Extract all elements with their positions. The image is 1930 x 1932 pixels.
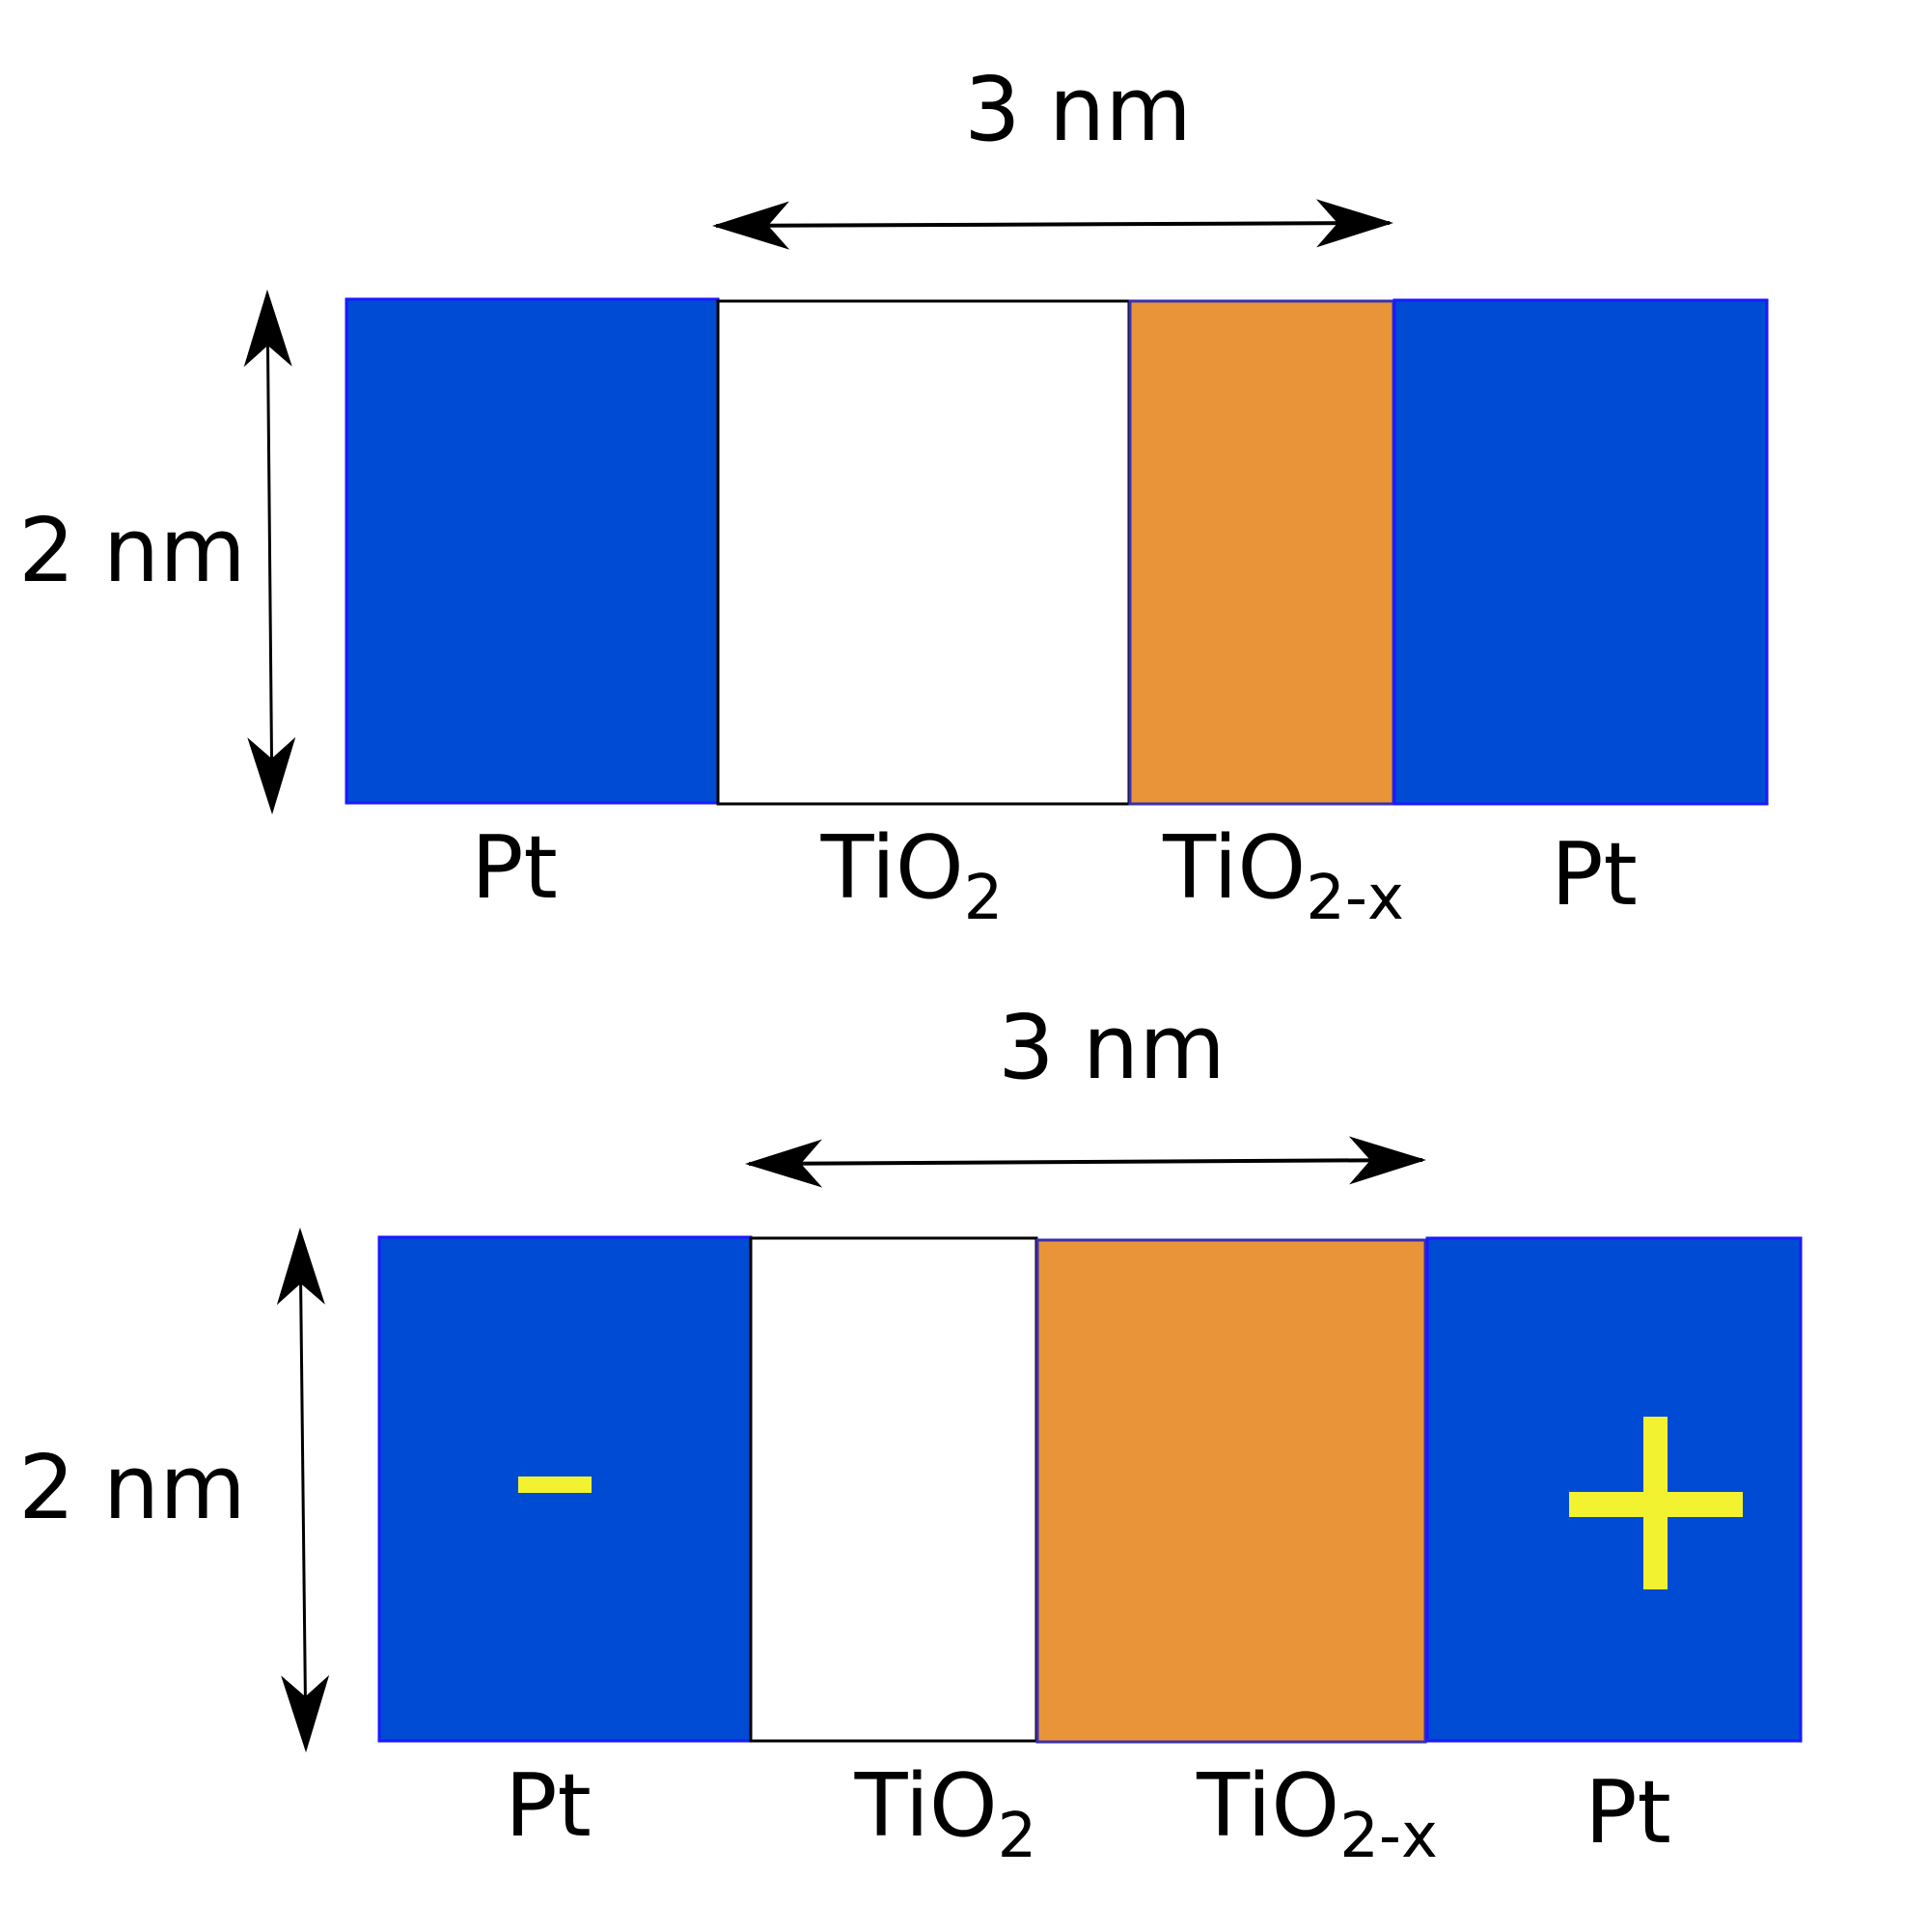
- height-label: 2 nm: [18, 499, 246, 602]
- width-arrow: [745, 1136, 1426, 1188]
- layer-label-pt-left: Pt: [505, 1755, 592, 1857]
- panel-bottom: - + 3 nm 2 nm Pt TiO2 TiO2-x Pt: [18, 996, 1803, 1872]
- width-label: 3 nm: [964, 58, 1192, 161]
- tio2-layer: [716, 299, 1131, 806]
- width-label: 3 nm: [998, 996, 1226, 1099]
- layer-label-pt-right: Pt: [1585, 1762, 1671, 1863]
- tio2-layer: [749, 1236, 1038, 1743]
- height-arrow: [243, 290, 296, 814]
- pt-right-electrode: [1425, 1236, 1803, 1743]
- pt-right-electrode: [1392, 298, 1769, 806]
- height-arrow: [276, 1228, 330, 1753]
- layer-label-tio2: TiO2: [854, 1755, 1037, 1872]
- layer-label-tio2-x: TiO2-x: [1162, 817, 1404, 934]
- negative-sign: [518, 1477, 592, 1493]
- pt-left-electrode: [345, 297, 720, 805]
- panel-top: 3 nm 2 nm Pt TiO2 TiO2-x Pt: [18, 58, 1769, 934]
- tio2-x-layer: [1128, 299, 1395, 806]
- positive-sign: [1569, 1417, 1743, 1589]
- layer-label-tio2: TiO2: [820, 817, 1004, 934]
- height-label: 2 nm: [18, 1436, 246, 1539]
- width-arrow: [712, 199, 1393, 250]
- layer-label-tio2-x: TiO2-x: [1196, 1755, 1438, 1872]
- tio2-x-layer: [1035, 1238, 1427, 1744]
- layer-label-pt-left: Pt: [471, 817, 558, 919]
- layer-label-pt-right: Pt: [1551, 824, 1638, 925]
